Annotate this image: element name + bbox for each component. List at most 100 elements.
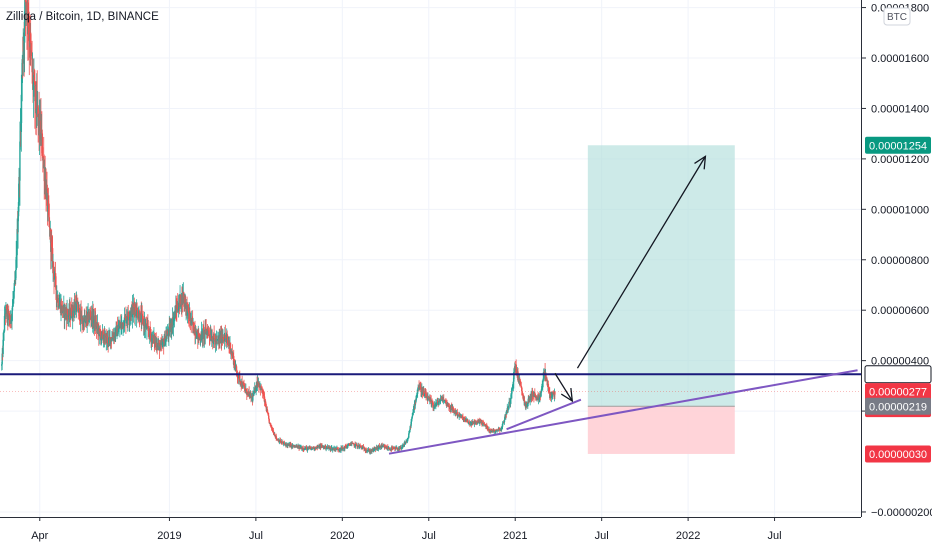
candle-body <box>271 428 273 429</box>
candle-body <box>110 338 113 341</box>
candle-body <box>84 319 86 321</box>
candle-body <box>178 298 180 307</box>
candle-body <box>99 331 101 335</box>
candle-body <box>522 395 525 401</box>
candle-body <box>154 339 157 343</box>
candle-body <box>510 393 513 395</box>
candle-body <box>200 331 203 341</box>
candle-body <box>37 107 39 118</box>
candle-body <box>534 394 536 397</box>
candle-body <box>387 446 389 449</box>
candle-body <box>138 312 141 322</box>
candle-body <box>313 446 315 449</box>
time-axis[interactable]: Apr 2019 Jul 2020 Jul 2021 Jul 2022 Jul <box>0 517 861 542</box>
arrow-up[interactable] <box>576 156 706 369</box>
candle-body <box>426 397 428 399</box>
candle-body <box>474 421 477 425</box>
candle-body <box>394 448 396 450</box>
candle-body <box>184 297 186 306</box>
candle-body <box>235 366 238 371</box>
candle-body <box>168 326 170 336</box>
candle-body <box>411 413 414 417</box>
price-badge-target <box>865 136 931 154</box>
candle-body <box>424 392 427 394</box>
candle-body <box>97 324 99 330</box>
candle-body <box>237 377 240 379</box>
candle-body <box>541 386 543 390</box>
candle-body <box>417 387 419 391</box>
candle-body <box>370 451 373 453</box>
candle-body <box>326 447 328 449</box>
candle-body <box>117 328 120 332</box>
candle-body <box>236 374 239 378</box>
candle-body <box>177 305 179 310</box>
candle-body <box>156 343 159 347</box>
candle-body <box>136 310 139 318</box>
candle-body <box>198 336 200 339</box>
candle-body <box>27 2 29 28</box>
candle-body <box>551 392 554 396</box>
arrow-down[interactable] <box>554 372 573 402</box>
trend-line[interactable] <box>388 369 858 455</box>
candle-body <box>62 305 65 312</box>
candle-body <box>518 381 520 383</box>
candle-body <box>121 322 123 324</box>
candle-body <box>215 339 218 344</box>
candle-body <box>549 394 552 397</box>
candle-body <box>521 393 524 395</box>
candle-body <box>534 393 536 395</box>
candle-body <box>148 330 150 334</box>
candle-body <box>213 338 216 341</box>
candle-body <box>503 419 506 423</box>
candle-body <box>448 406 451 408</box>
candle-body <box>521 387 523 392</box>
candle-body <box>330 447 332 450</box>
candle-body <box>458 413 461 417</box>
candle-body <box>511 386 514 389</box>
candle-body <box>1 364 3 366</box>
candle-body <box>128 316 130 320</box>
candle-body <box>4 313 7 315</box>
candle-body <box>536 397 538 401</box>
candle-body <box>533 393 536 397</box>
candle-body <box>526 404 529 406</box>
candle-body <box>200 339 202 341</box>
price-tick-label: 0.00000800 <box>871 255 929 267</box>
candle-body <box>100 331 103 338</box>
candle-body <box>285 443 288 446</box>
candle-body <box>547 383 550 389</box>
trend-line-recent[interactable] <box>506 398 582 431</box>
price-tick-label: −0.00000200 <box>871 507 932 519</box>
candle-body <box>297 446 299 449</box>
candle-body <box>106 336 109 343</box>
candle-body <box>130 310 132 317</box>
candle-body <box>146 325 148 330</box>
candle-body <box>546 381 549 386</box>
candle-body <box>481 421 483 424</box>
candle-body <box>296 445 298 447</box>
candle-body <box>519 379 521 381</box>
candle-body <box>428 396 430 398</box>
candle-body <box>205 330 208 334</box>
candle-body <box>464 418 466 421</box>
candle-body <box>133 305 135 307</box>
candle-body <box>542 381 544 386</box>
candle-body <box>527 398 529 404</box>
candle-body <box>320 445 322 449</box>
candle-body <box>506 410 508 415</box>
candle-body <box>264 400 267 406</box>
candle-body <box>213 333 215 339</box>
candle-body <box>444 400 447 402</box>
candle-body <box>172 319 175 326</box>
candle-body <box>100 337 102 341</box>
candle-body <box>469 423 472 425</box>
candle-body <box>133 306 136 310</box>
candle-body <box>166 334 168 339</box>
candle-body <box>42 155 44 161</box>
candle-body <box>40 132 43 141</box>
candle-body <box>419 385 422 388</box>
candle-body <box>507 407 509 411</box>
price-axis[interactable]: 0.000018000.000016000.000014000.00001200… <box>861 0 932 519</box>
candle-body <box>276 438 278 440</box>
